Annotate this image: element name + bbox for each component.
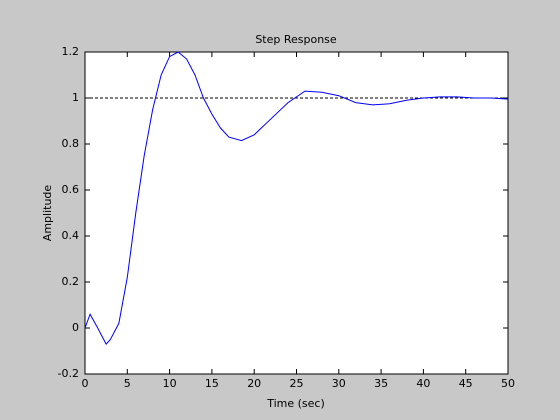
x-tick-label: 20 (247, 377, 261, 390)
x-tick-label: 0 (82, 377, 89, 390)
x-tick-label: 50 (501, 377, 515, 390)
series-line (84, 51, 509, 345)
x-tick-label: 10 (163, 377, 177, 390)
y-axis-label: Amplitude (41, 185, 54, 242)
x-tick-label: 5 (124, 377, 131, 390)
x-tick-label: 15 (205, 377, 219, 390)
x-tick-label: 45 (459, 377, 473, 390)
y-tick-label: 0.2 (62, 275, 80, 288)
y-tick-label: 0.8 (62, 137, 80, 150)
y-tick-label: -0.2 (58, 367, 79, 380)
y-tick-label: 0 (72, 321, 79, 334)
plot-area (84, 51, 509, 375)
x-tick-label: 40 (416, 377, 430, 390)
y-tick-label: 1.2 (62, 45, 80, 58)
y-tick-label: 0.4 (62, 229, 80, 242)
x-axis-label: Time (sec) (266, 397, 325, 410)
chart-title: Step Response (255, 33, 337, 46)
x-tick-label: 30 (332, 377, 346, 390)
x-tick-label: 35 (374, 377, 388, 390)
y-tick-label: 0.6 (62, 183, 80, 196)
y-tick-label: 1 (72, 91, 79, 104)
x-tick-label: 25 (290, 377, 304, 390)
